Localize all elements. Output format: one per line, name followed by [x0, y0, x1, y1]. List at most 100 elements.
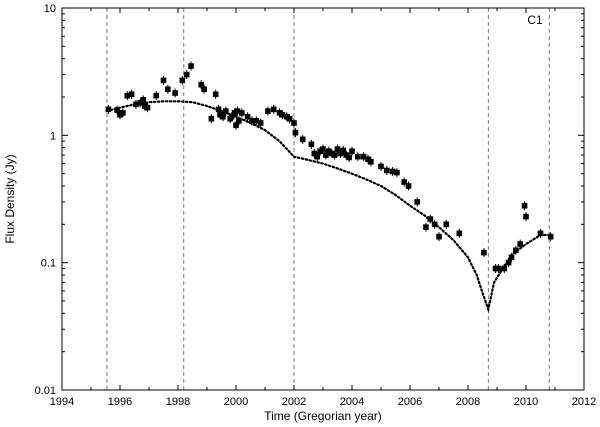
- data-point: [234, 108, 241, 114]
- data-point: [378, 163, 384, 170]
- data-point: [320, 146, 326, 152]
- x-tick-label: 1994: [50, 396, 74, 408]
- data-point: [365, 156, 371, 162]
- data-point: [144, 104, 151, 111]
- data-point: [137, 100, 144, 106]
- data-point: [183, 71, 190, 78]
- data-point: [208, 115, 215, 122]
- vertical-marker-lines: [106, 8, 550, 390]
- data-point: [405, 183, 412, 189]
- y-tick-label: 1: [50, 130, 56, 142]
- data-point: [311, 150, 318, 157]
- data-point: [355, 153, 361, 160]
- data-point: [117, 111, 123, 118]
- data-point: [270, 106, 277, 113]
- x-tick-label: 1998: [166, 396, 190, 408]
- data-point: [286, 115, 293, 122]
- data-point: [140, 97, 146, 103]
- data-point: [331, 152, 338, 158]
- data-point: [427, 216, 434, 222]
- data-point: [217, 111, 223, 118]
- data-point: [317, 148, 323, 155]
- plot-frame: [61, 7, 585, 391]
- data-point: [513, 247, 519, 254]
- data-point: [481, 249, 487, 256]
- data-point: [198, 81, 204, 88]
- data-point: [249, 118, 255, 124]
- data-point: [495, 265, 502, 272]
- data-point: [368, 158, 374, 165]
- data-point: [160, 77, 167, 84]
- data-point: [346, 154, 352, 161]
- model-curve: [105, 100, 551, 314]
- data-point: [343, 152, 349, 158]
- data-point: [124, 92, 131, 99]
- data-point: [215, 106, 222, 113]
- data-point: [456, 230, 463, 237]
- y-axis-label: Flux Density (Jy): [3, 154, 17, 243]
- y-tick-label: 0.1: [41, 258, 56, 270]
- data-point: [326, 148, 332, 155]
- data-point: [523, 213, 529, 220]
- data-point: [394, 169, 400, 176]
- data-point: [141, 103, 148, 109]
- data-point: [443, 221, 450, 228]
- y-axis-ticks: 0.01 0.1 1 10: [35, 3, 584, 397]
- model-curve-layer: [105, 100, 551, 314]
- data-point: [114, 107, 120, 113]
- data-point: [128, 91, 135, 98]
- x-axis-ticks: 1994 1996 1998 2000 2002 2004 2006 2008 2010 2012: [50, 8, 596, 408]
- x-tick-label: 2012: [572, 396, 596, 408]
- data-point: [188, 63, 194, 69]
- data-point: [401, 179, 407, 185]
- data-point: [323, 152, 329, 158]
- x-tick-label: 2004: [340, 396, 364, 408]
- data-point: [236, 118, 242, 124]
- data-point: [276, 110, 283, 116]
- y-tick-label: 10: [44, 3, 56, 15]
- data-point: [508, 254, 515, 261]
- x-tick-label: 1996: [108, 396, 132, 408]
- data-point: [308, 141, 315, 148]
- data-point: [283, 113, 290, 120]
- data-point: [337, 150, 344, 157]
- data-point: [334, 146, 341, 152]
- data-points-layer: [105, 61, 554, 273]
- data-point: [517, 241, 523, 247]
- data-point: [265, 108, 271, 114]
- data-point: [291, 120, 297, 126]
- data-point: [436, 233, 442, 240]
- data-point: [172, 90, 178, 96]
- data-point: [292, 129, 299, 136]
- y-tick-label: 0.01: [35, 385, 56, 397]
- data-point: [360, 153, 367, 160]
- data-point: [431, 221, 438, 228]
- x-tick-label: 2006: [398, 396, 422, 408]
- data-point: [239, 110, 245, 116]
- data-point: [120, 110, 126, 116]
- data-point: [328, 150, 335, 157]
- data-point: [253, 118, 260, 124]
- data-point: [228, 113, 235, 120]
- data-point: [349, 148, 355, 155]
- data-point: [501, 265, 508, 272]
- data-point: [314, 153, 320, 160]
- data-point: [384, 167, 390, 174]
- data-point: [279, 111, 286, 118]
- data-point: [220, 113, 226, 120]
- x-tick-label: 2000: [224, 396, 248, 408]
- panel-annotation: C1: [527, 13, 543, 27]
- data-point: [153, 92, 160, 99]
- data-point: [547, 233, 554, 240]
- x-axis-label: Time (Gregorian year): [264, 409, 382, 423]
- data-point: [231, 110, 238, 116]
- data-point: [223, 108, 229, 114]
- data-point: [423, 224, 429, 230]
- data-point: [165, 86, 171, 93]
- data-point: [201, 86, 207, 93]
- data-point: [105, 106, 112, 113]
- data-point: [414, 199, 421, 205]
- data-point: [389, 168, 396, 175]
- data-point: [340, 147, 347, 154]
